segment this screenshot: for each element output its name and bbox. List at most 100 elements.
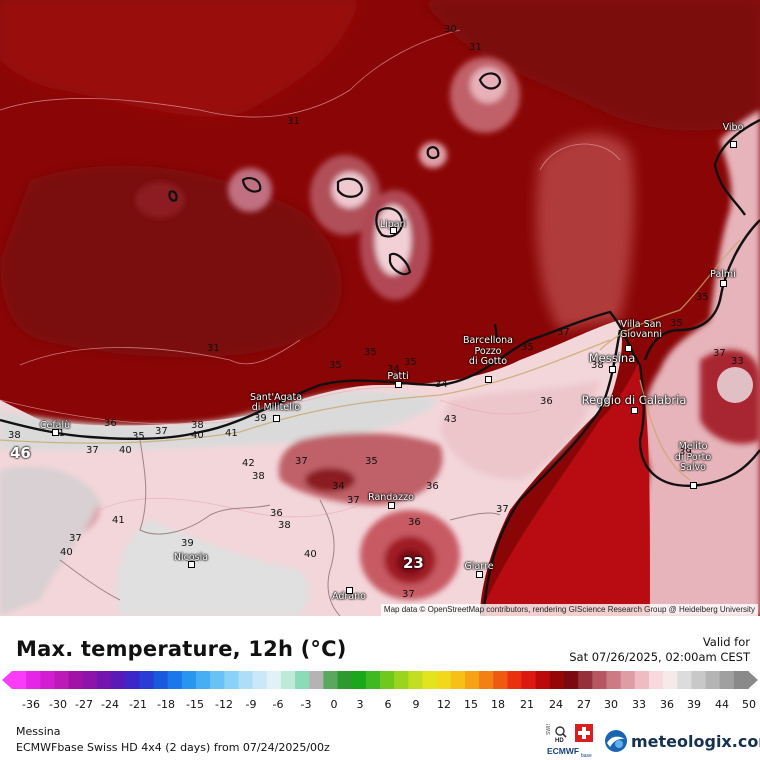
location-label: Messina bbox=[16, 725, 61, 738]
contour-label: 37 bbox=[402, 589, 415, 600]
place-label-line: Giarre bbox=[464, 560, 494, 572]
contour-label: 37 bbox=[69, 533, 82, 544]
scale-swatch bbox=[677, 671, 692, 689]
place-label-line: Randazzo bbox=[368, 491, 414, 503]
brand[interactable]: meteologix.com bbox=[604, 728, 760, 754]
contour-label: 40 bbox=[60, 547, 73, 558]
temperature-map[interactable]: 30 31 31 31 35 35 35 35 35 35 33 34 37 38 38 36 35 37 38 40… bbox=[0, 0, 760, 616]
contour-label: 39 bbox=[679, 447, 692, 458]
place-marker bbox=[690, 482, 697, 489]
scale-tick-label: -21 bbox=[129, 698, 147, 711]
scale-swatch bbox=[733, 671, 749, 689]
place-label-line: Reggio di Calabria bbox=[581, 392, 687, 407]
contour-label: 38 bbox=[278, 520, 291, 531]
place-label-line: Cefalù bbox=[39, 419, 71, 431]
map-attribution[interactable]: Map data © OpenStreetMap contributors, r… bbox=[380, 604, 758, 616]
contour-label: 23 bbox=[403, 554, 424, 572]
ecmwf-base-text: base bbox=[581, 753, 592, 758]
contour-label: 36 bbox=[408, 517, 421, 528]
scale-swatch bbox=[493, 671, 508, 689]
place-label: Barcellona Pozzo di Gotto bbox=[428, 336, 548, 368]
scale-swatch bbox=[479, 671, 494, 689]
scale-swatch bbox=[351, 671, 367, 689]
scale-arrow-right bbox=[748, 671, 758, 689]
contour-label: 39 bbox=[181, 538, 194, 549]
place-label: Patti bbox=[338, 371, 458, 383]
sicily-north-coast bbox=[0, 310, 641, 441]
contour-label: 36 bbox=[270, 508, 283, 519]
place-label-line: Barcellona bbox=[462, 335, 514, 347]
place-label-line: Messina bbox=[588, 350, 636, 365]
contour-label: 36 bbox=[426, 481, 439, 492]
scale-swatch bbox=[252, 671, 268, 689]
scale-swatch bbox=[337, 671, 353, 689]
contour-label: 34 bbox=[435, 379, 448, 390]
scale-tick-label: 0 bbox=[331, 698, 338, 711]
contour-label: 35 bbox=[364, 347, 377, 358]
scale-swatch bbox=[125, 671, 140, 689]
contour-label: 40 bbox=[191, 430, 204, 441]
scale-swatch bbox=[436, 671, 452, 689]
contour-label: 31 bbox=[287, 116, 300, 127]
place-label-line: Pozzo bbox=[474, 345, 502, 357]
contour-label: 34 bbox=[387, 364, 400, 375]
scale-swatch bbox=[153, 671, 169, 689]
place-label: Villa San Giovanni bbox=[581, 319, 701, 341]
sicily-temperature-zones bbox=[0, 380, 600, 616]
contour-label: 37 bbox=[713, 348, 726, 359]
valid-datetime: Sat 07/26/2025, 02:00am CEST bbox=[569, 650, 750, 664]
contour-label: 35 bbox=[132, 431, 145, 442]
scale-tick-label: 24 bbox=[549, 698, 563, 711]
place-label: Randazzo bbox=[331, 491, 451, 504]
scale-swatch bbox=[380, 671, 395, 689]
scale-swatch bbox=[663, 671, 678, 689]
aspromonte-peak bbox=[717, 367, 753, 403]
place-label: Palmi bbox=[663, 269, 760, 281]
scale-swatch bbox=[82, 671, 98, 689]
contour-label: 35 bbox=[696, 292, 709, 303]
scale-swatch bbox=[139, 671, 155, 689]
place-marker bbox=[609, 366, 616, 373]
warm-plume bbox=[536, 133, 635, 330]
contour-label: 30 bbox=[444, 24, 457, 35]
scale-tick-label: 9 bbox=[413, 698, 420, 711]
scale-swatch bbox=[40, 671, 56, 689]
scale-tick-label: -36 bbox=[22, 698, 40, 711]
scale-swatch bbox=[408, 671, 424, 689]
scale-tick-label: -9 bbox=[246, 698, 257, 711]
scale-swatch bbox=[54, 671, 70, 689]
scale-tick-label: 3 bbox=[357, 698, 364, 711]
scale-swatch bbox=[365, 671, 381, 689]
scale-tick-label: -30 bbox=[49, 698, 67, 711]
contour-label: 41 bbox=[225, 428, 238, 439]
contour-label: 31 bbox=[469, 42, 482, 53]
color-scale: -36 -30 -27 -24 -21 -18 -15 -12 -9 -6 -3 0 3 6 9 12 15 18… bbox=[2, 671, 758, 711]
scale-swatch bbox=[705, 671, 721, 689]
scale-swatch bbox=[394, 671, 409, 689]
place-label-line: di Porto bbox=[674, 451, 712, 463]
scale-swatch bbox=[295, 671, 310, 689]
magnifier-icon bbox=[555, 726, 565, 736]
sea-zone-west bbox=[0, 165, 342, 358]
place-label-line: Giovanni bbox=[620, 329, 662, 340]
scale-swatch bbox=[507, 671, 523, 689]
scale-swatch bbox=[691, 671, 707, 689]
contour-label: 33 bbox=[731, 356, 744, 367]
valid-time: Valid for Sat 07/26/2025, 02:00am CEST bbox=[569, 635, 750, 665]
scale-swatch bbox=[309, 671, 324, 689]
roads bbox=[0, 239, 741, 481]
scale-swatch bbox=[634, 671, 650, 689]
scale-swatch bbox=[521, 671, 537, 689]
map-title: Max. temperature, 12h (°C) bbox=[16, 637, 347, 661]
place-marker bbox=[720, 280, 727, 287]
place-marker bbox=[395, 381, 402, 388]
place-label-line: di Militello bbox=[251, 402, 301, 413]
scale-swatch bbox=[549, 671, 565, 689]
calabria-south-coast bbox=[638, 364, 760, 487]
scale-swatch bbox=[592, 671, 608, 689]
scale-tick-label: 21 bbox=[520, 698, 534, 711]
place-label-line: Melito bbox=[678, 441, 708, 453]
scale-tick-label: -3 bbox=[301, 698, 312, 711]
contour-label: 38 bbox=[191, 420, 204, 431]
contour-label: 37 bbox=[496, 504, 509, 515]
